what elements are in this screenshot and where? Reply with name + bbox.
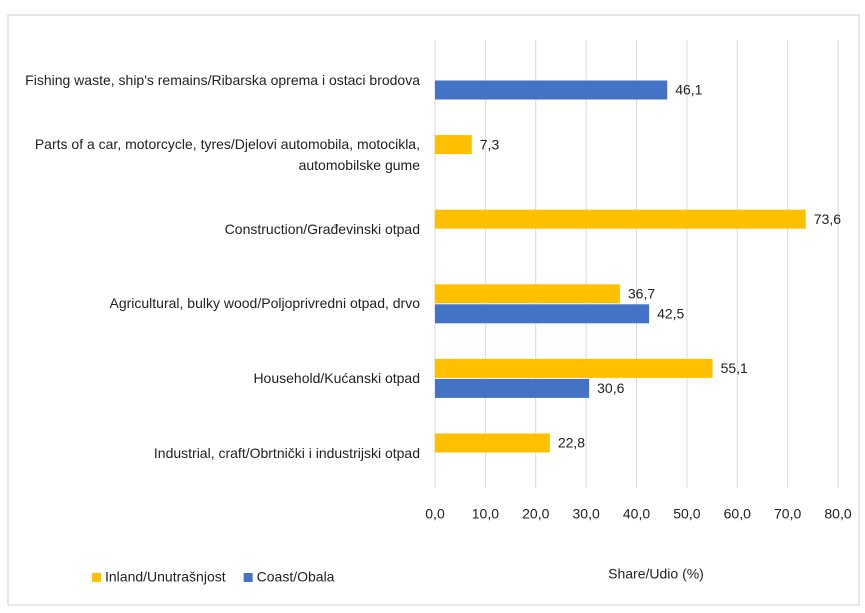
data-label: 73,6 [814, 211, 841, 227]
legend-label: Inland/Unutrašnjost [105, 569, 226, 585]
chart-frame [7, 14, 860, 606]
data-label: 42,5 [657, 306, 684, 322]
data-label: 22,8 [558, 435, 585, 451]
category-text: Parts of a car, motorcycle, tyres/Djelov… [34, 135, 420, 173]
y-tick-label: Parts of a car, motorcycle, tyres/Djelov… [15, 125, 420, 185]
data-label: 7,3 [480, 136, 500, 152]
x-axis-title: Share/Udio (%) [608, 566, 704, 582]
category-label-box: Industrial, craft/Obrtnički i industrijs… [15, 423, 420, 483]
category-text: Construction/Građevinski otpad [224, 220, 420, 237]
category-text: Household/Kućanski otpad [253, 369, 420, 386]
bar [435, 209, 806, 229]
x-tick-label: 20,0 [522, 506, 549, 522]
x-tick-label: 10,0 [472, 506, 499, 522]
bar [435, 433, 550, 453]
category-text: Agricultural, bulky wood/Poljoprivredni … [109, 295, 421, 312]
data-label: 30,6 [597, 380, 624, 396]
category-label-box: Construction/Građevinski otpad [15, 199, 420, 259]
x-tick-label: 40,0 [623, 506, 650, 522]
legend-swatch [243, 573, 253, 582]
y-tick-label: Industrial, craft/Obrtnički i industrijs… [15, 423, 420, 483]
category-label-box: Fishing waste, ship's remains/Ribarska o… [15, 50, 420, 110]
legend-label: Coast/Obala [257, 569, 335, 585]
category-text: Industrial, craft/Obrtnički i industrijs… [153, 444, 420, 461]
legend-swatch [92, 573, 101, 582]
category-label-box: Agricultural, bulky wood/Poljoprivredni … [15, 274, 421, 334]
y-tick-label: Fishing waste, ship's remains/Ribarska o… [15, 50, 420, 110]
y-tick-label: Construction/Građevinski otpad [15, 199, 420, 259]
x-tick-label: 80,0 [824, 506, 851, 522]
x-tick-label: 70,0 [774, 506, 801, 522]
category-label-box: Parts of a car, motorcycle, tyres/Djelov… [15, 125, 420, 185]
y-tick-label: Household/Kućanski otpad [15, 348, 420, 408]
data-label: 36,7 [628, 286, 655, 302]
category-label-box: Household/Kućanski otpad [15, 348, 420, 408]
y-tick-label: Agricultural, bulky wood/Poljoprivredni … [15, 274, 421, 334]
bar [435, 378, 590, 398]
bar [435, 284, 620, 304]
x-tick-label: 50,0 [673, 506, 700, 522]
category-text: Fishing waste, ship's remains/Ribarska o… [25, 71, 420, 88]
bar [435, 80, 668, 100]
data-label: 46,1 [675, 82, 702, 98]
x-tick-label: 0,0 [425, 506, 445, 522]
x-tick-label: 30,0 [573, 506, 600, 522]
bar [435, 304, 650, 324]
bar [435, 135, 472, 155]
x-tick-label: 60,0 [724, 506, 751, 522]
bar [435, 358, 713, 378]
data-label: 55,1 [721, 360, 748, 376]
